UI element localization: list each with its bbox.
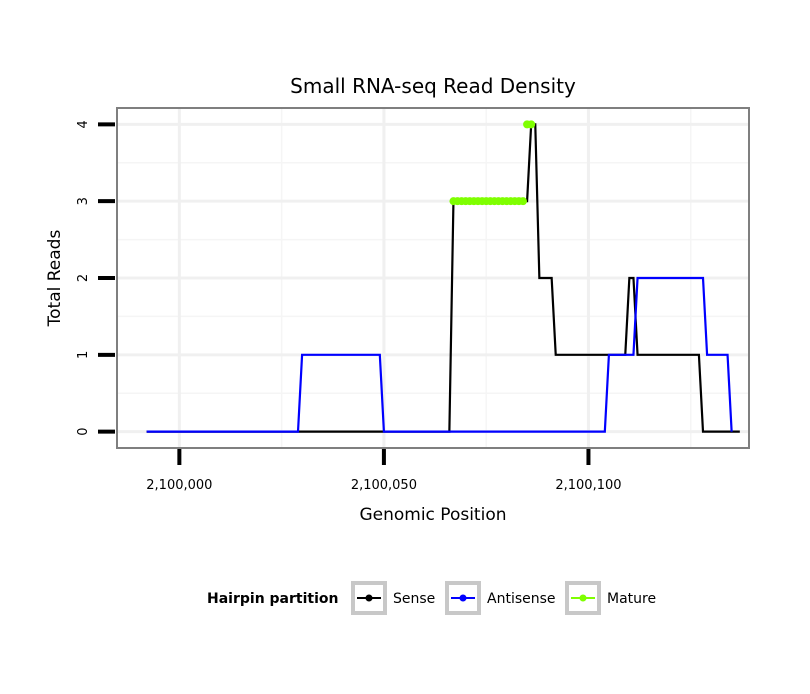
x-tick-label: 2,100,100 bbox=[555, 478, 621, 493]
x-tick-label: 2,100,050 bbox=[351, 478, 417, 493]
y-tick-label: 1 bbox=[76, 351, 91, 359]
mature-point bbox=[527, 120, 536, 129]
legend-entries: Sense Antisense Mature bbox=[351, 581, 656, 615]
legend-entry-antisense: Antisense bbox=[445, 581, 556, 615]
legend-key-point bbox=[579, 594, 587, 602]
y-tick-label: 2 bbox=[76, 274, 91, 282]
plot-panel-border bbox=[116, 107, 750, 449]
x-axis-label: Genomic Position bbox=[359, 505, 506, 525]
y-tick-label: 0 bbox=[76, 427, 91, 435]
chart-title: Small RNA-seq Read Density bbox=[290, 74, 576, 98]
legend-label: Mature bbox=[607, 591, 656, 607]
legend-title: Hairpin partition bbox=[207, 591, 338, 607]
legend-entry-sense: Sense bbox=[351, 581, 435, 615]
legend-key-point bbox=[459, 594, 467, 602]
x-tick-label: 2,100,000 bbox=[146, 478, 212, 493]
legend-label: Antisense bbox=[487, 591, 556, 607]
y-axis-label: Total Reads bbox=[45, 230, 65, 328]
y-tick-label: 3 bbox=[76, 197, 91, 205]
series-line-antisense bbox=[146, 276, 733, 433]
axis-ticks: 2,100,000 2,100,050 2,100,100 0 1 2 3 4 bbox=[76, 120, 622, 493]
series-mature bbox=[449, 120, 536, 206]
series-layer bbox=[146, 120, 740, 433]
legend-key-point bbox=[365, 594, 373, 602]
legend-label: Sense bbox=[393, 591, 435, 607]
mature-point bbox=[519, 197, 527, 206]
legend-entry-mature: Mature bbox=[565, 581, 656, 615]
legend: Hairpin partition Sense Antisense Mature bbox=[207, 581, 656, 615]
y-tick-label: 4 bbox=[76, 120, 91, 128]
